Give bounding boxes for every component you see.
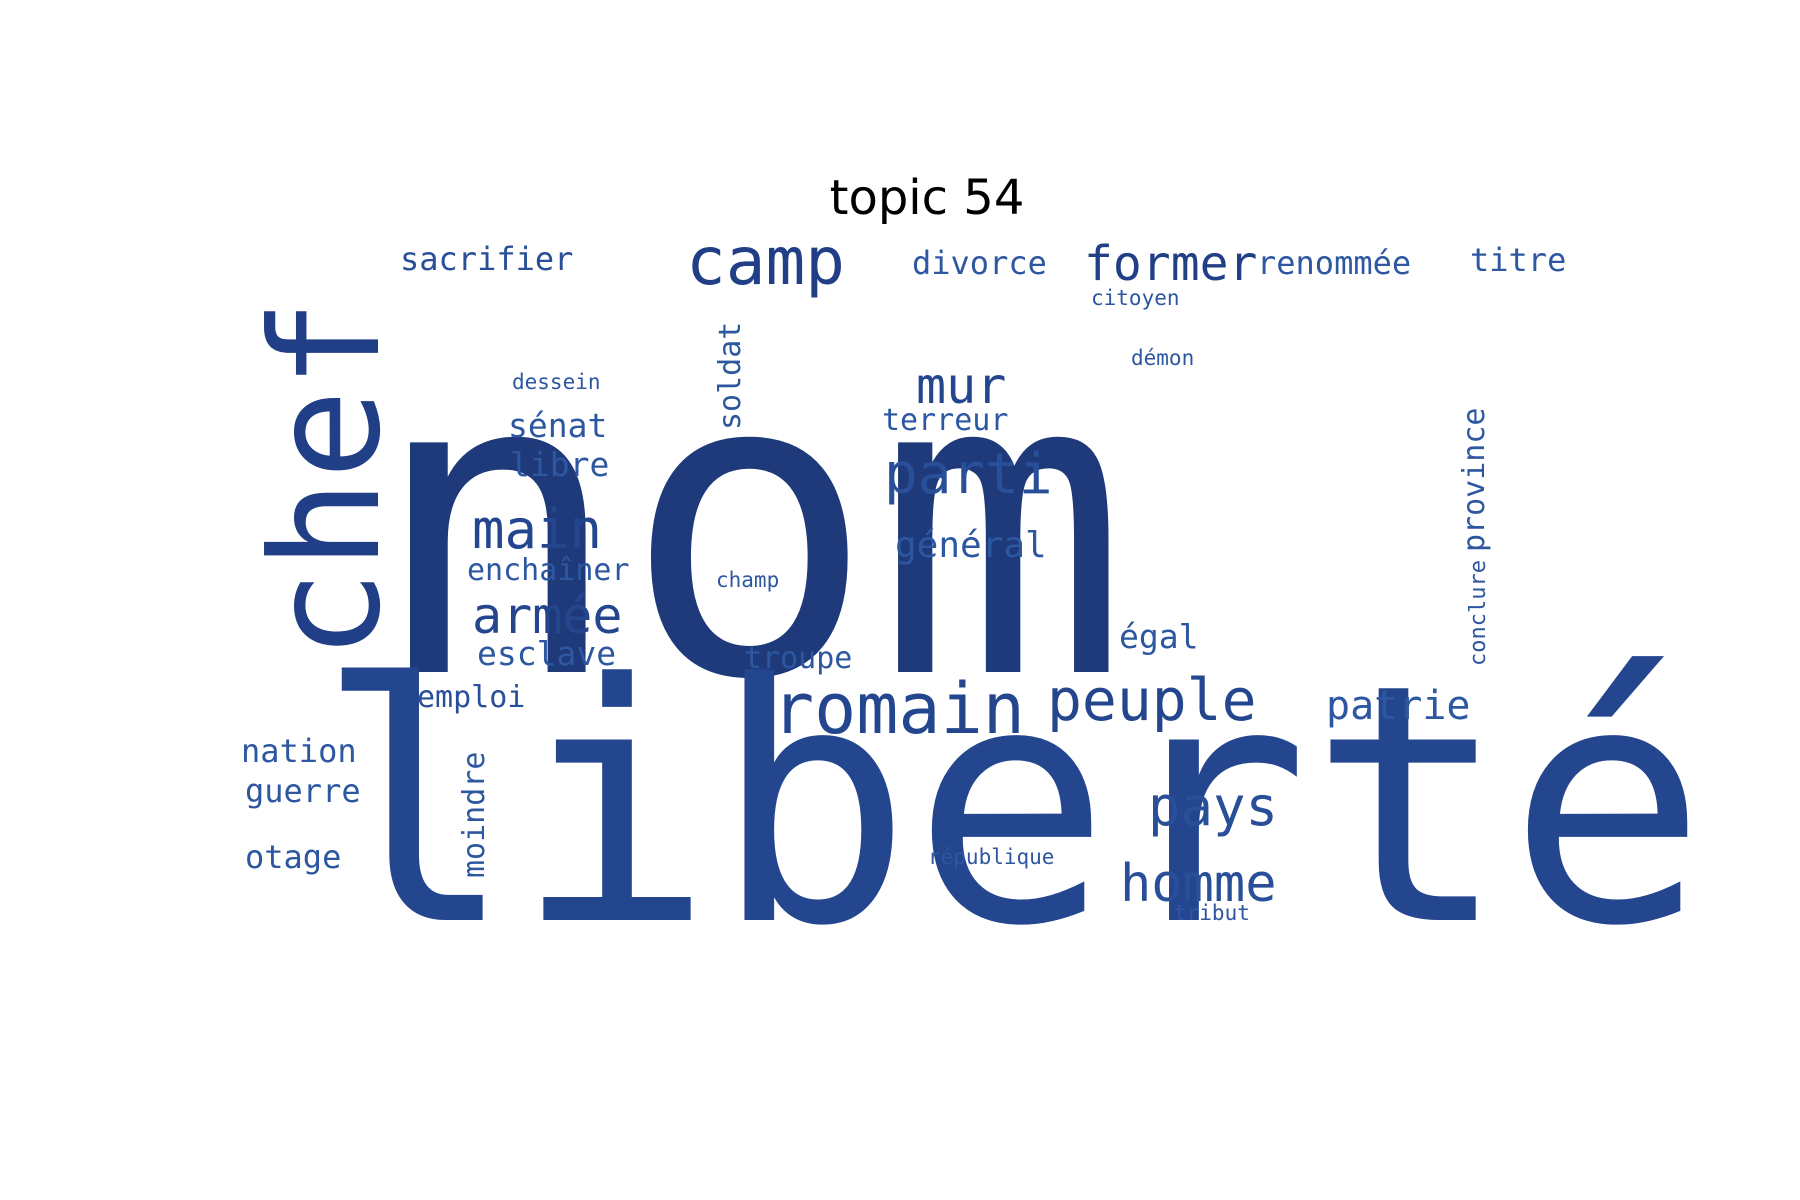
word-mur: mur bbox=[916, 357, 1006, 415]
word-peuple: peuple bbox=[1047, 666, 1257, 734]
word-renommee: renommée bbox=[1257, 244, 1411, 282]
word-sacrifier: sacrifier bbox=[400, 240, 573, 278]
word-republique: république bbox=[928, 845, 1054, 869]
word-chef: chef bbox=[240, 299, 414, 660]
word-camp: camp bbox=[686, 223, 845, 300]
word-troupe: troupe bbox=[744, 641, 852, 676]
word-province: province bbox=[1457, 408, 1492, 553]
word-otage: otage bbox=[245, 838, 341, 876]
word-pays: pays bbox=[1148, 775, 1278, 838]
word-patrie: patrie bbox=[1326, 683, 1471, 729]
word-libre: libre bbox=[510, 445, 609, 484]
word-parti: parti bbox=[884, 442, 1053, 507]
word-emploi: emploi bbox=[417, 680, 525, 715]
figure-title: topic 54 bbox=[830, 170, 1025, 226]
word-enchainer: enchaîner bbox=[467, 553, 630, 588]
word-moindre: moindre bbox=[457, 752, 492, 878]
word-tribut: tribut bbox=[1174, 901, 1250, 925]
word-armee: armée bbox=[472, 587, 623, 645]
word-esclave: esclave bbox=[477, 634, 616, 673]
word-guerre: guerre bbox=[245, 772, 361, 810]
word-former: former bbox=[1084, 236, 1257, 292]
word-general: général bbox=[895, 525, 1047, 566]
word-liberte: liberté bbox=[316, 614, 1707, 998]
word-homme: homme bbox=[1120, 854, 1277, 914]
word-senat: sénat bbox=[508, 406, 607, 445]
word-demon: démon bbox=[1131, 346, 1194, 370]
word-citoyen: citoyen bbox=[1091, 286, 1180, 310]
word-main: main bbox=[472, 498, 602, 561]
word-nom: nom bbox=[370, 283, 1129, 772]
word-divorce: divorce bbox=[912, 244, 1047, 282]
word-egal: égal bbox=[1119, 617, 1198, 656]
word-nation: nation bbox=[241, 732, 357, 770]
word-terreur: terreur bbox=[882, 403, 1008, 438]
word-romain: romain bbox=[772, 668, 1025, 750]
word-champ: champ bbox=[716, 568, 779, 592]
word-dessein: dessein bbox=[512, 370, 601, 394]
word-conclure: conclure bbox=[1466, 560, 1491, 666]
word-titre: titre bbox=[1470, 241, 1566, 279]
word-soldat: soldat bbox=[713, 322, 748, 430]
